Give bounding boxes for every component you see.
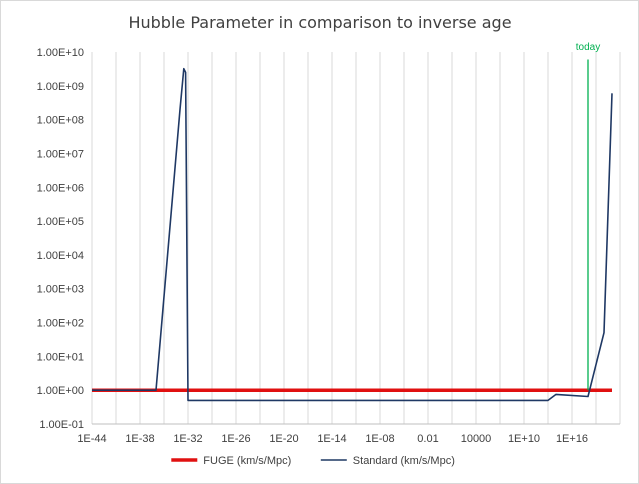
y-tick-label: 1.00E+02 (37, 318, 84, 330)
y-tick-label: 1.00E+03 (37, 284, 84, 296)
x-tick-label: 1E+16 (556, 433, 588, 445)
x-tick-label: 1E-38 (125, 433, 154, 445)
legend-label: FUGE (km/s/Mpc) (203, 455, 291, 467)
x-tick-label: 1E-14 (317, 433, 346, 445)
axis-layer: 1E-44 1E-38 1E-32 1E-26 1E-20 1E-14 1E-08 0.01 1… (37, 47, 620, 445)
series-line-standard (92, 67, 613, 402)
x-tick-label: 1E+10 (508, 433, 540, 445)
x-tick-label: 1E-32 (173, 433, 202, 445)
y-tick-label: 1.00E-01 (39, 419, 84, 431)
y-tick-label: 1.00E+05 (37, 216, 84, 228)
today-annotation-label: today (576, 42, 600, 53)
y-tick-label: 1.00E+08 (37, 115, 84, 127)
x-tick-label: 0.01 (417, 433, 438, 445)
chart-title: Hubble Parameter in comparison to invers… (128, 13, 511, 32)
y-tick-label: 1.00E+00 (37, 385, 84, 397)
y-tick-label: 1.00E+10 (37, 47, 84, 59)
legend-label: Standard (km/s/Mpc) (353, 455, 455, 467)
legend: FUGE (km/s/Mpc) Standard (km/s/Mpc) (171, 455, 455, 467)
y-tick-label: 1.00E+06 (37, 182, 84, 194)
y-tick-label: 1.00E+09 (37, 81, 84, 93)
x-tick-label: 1E-20 (269, 433, 298, 445)
y-tick-label: 1.00E+04 (37, 250, 84, 262)
series-layer (92, 67, 613, 402)
y-tick-label: 1.00E+07 (37, 148, 84, 160)
x-tick-label: 1E-44 (77, 433, 106, 445)
x-tick-label: 10000 (461, 433, 492, 445)
x-tick-label: 1E-26 (221, 433, 250, 445)
x-tick-label: 1E-08 (365, 433, 394, 445)
annotation-layer: today (576, 42, 600, 391)
y-tick-label: 1.00E+01 (37, 351, 84, 363)
